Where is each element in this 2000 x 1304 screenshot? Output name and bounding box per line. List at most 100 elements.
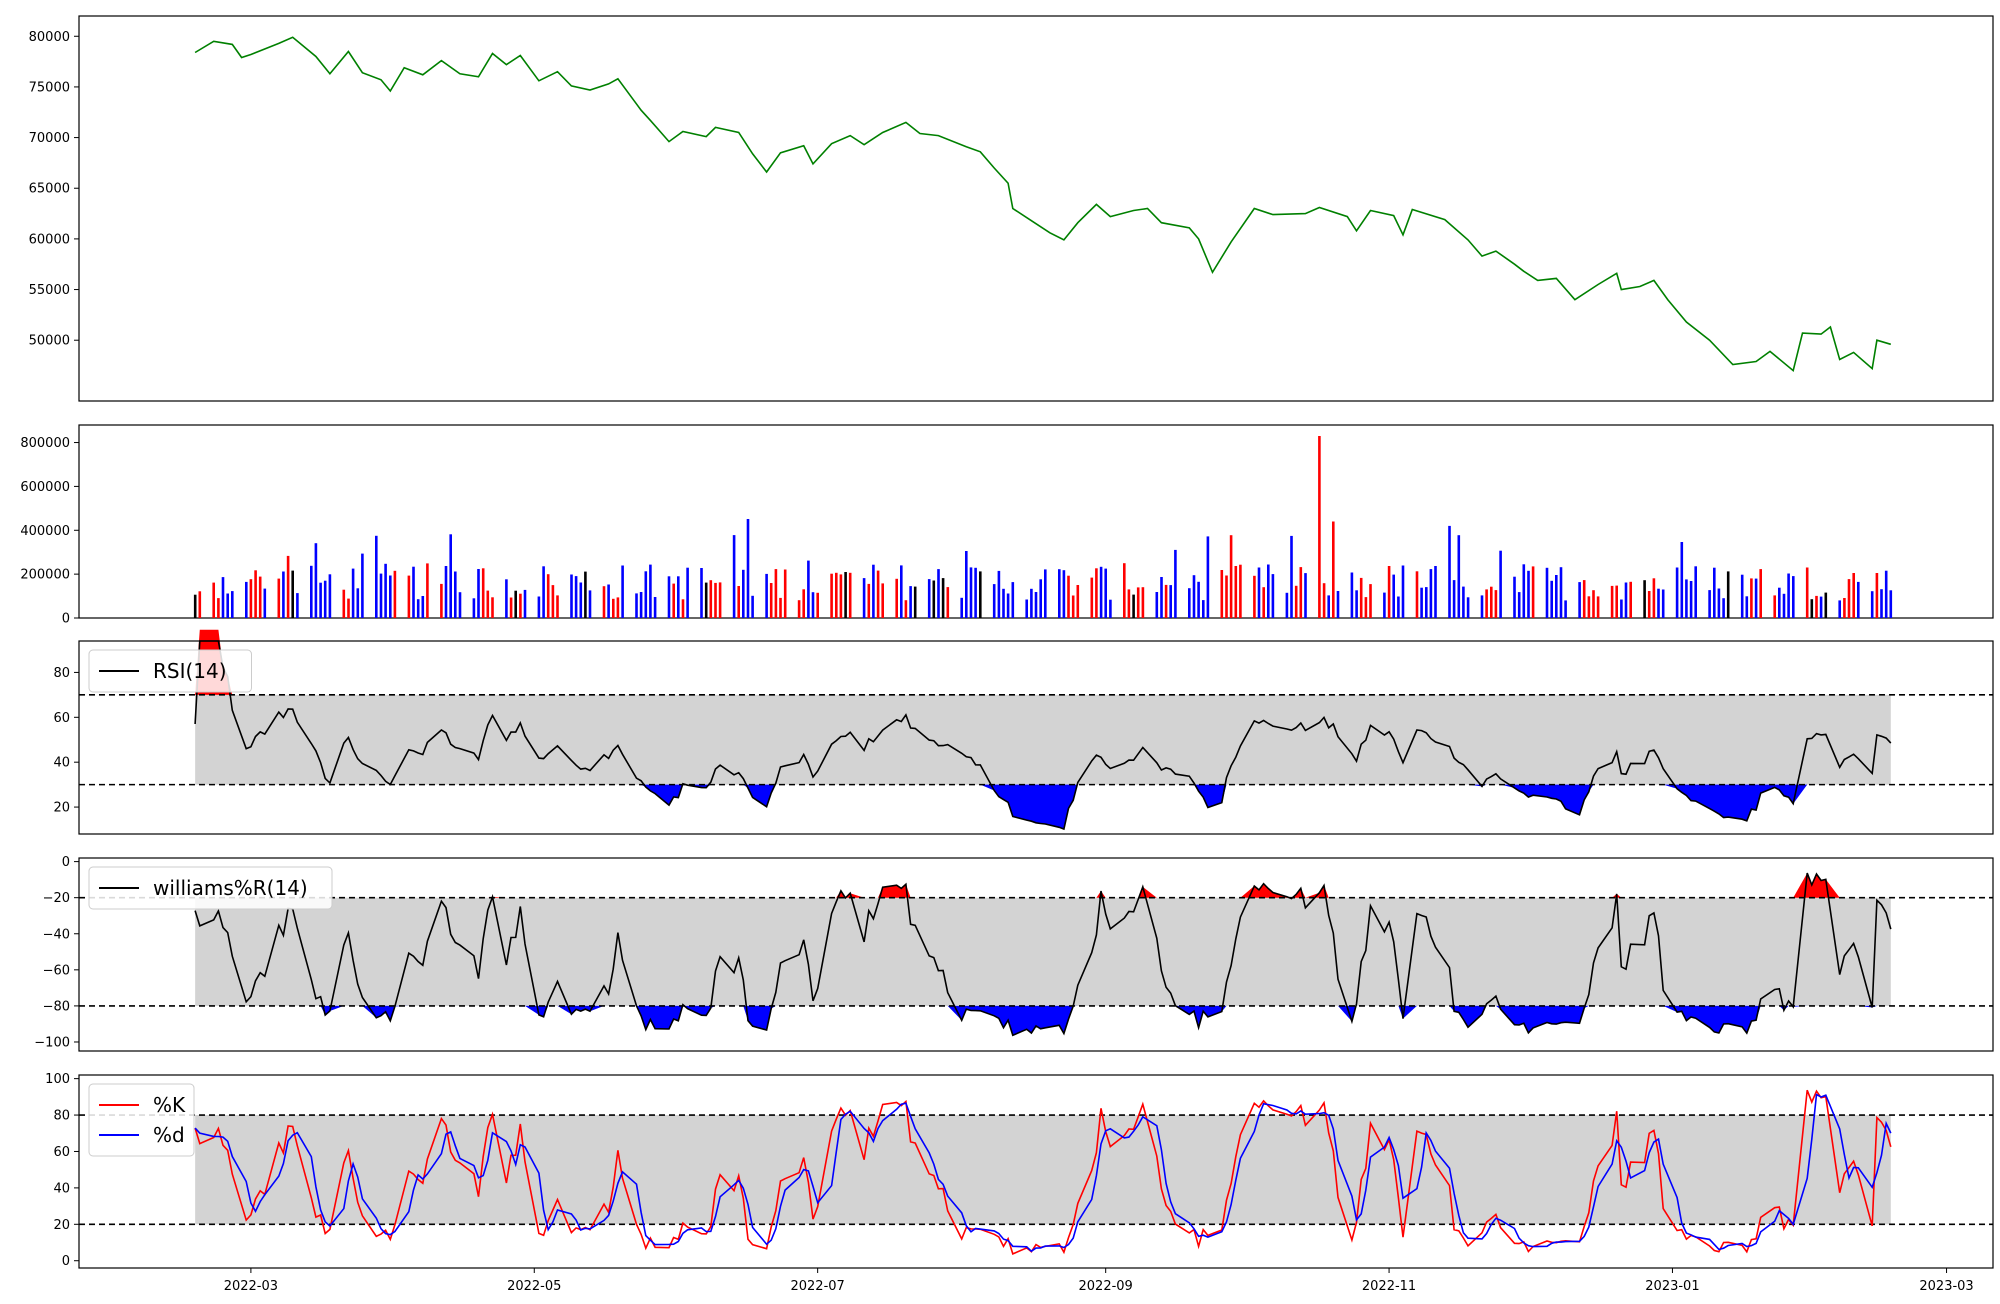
volume-bar [946,587,950,618]
volume-bar [1620,599,1623,618]
volume-bar [1090,577,1094,618]
volume-bar [514,590,517,618]
volume-bar [249,579,253,618]
volume-bar [1071,595,1075,618]
volume-bar [588,590,592,618]
volume-bar [718,582,722,618]
volume-bar [1466,597,1470,618]
volume-bar [449,534,452,618]
volume-bar [1457,535,1461,618]
volume-bar [486,590,490,618]
volume-bar [1327,595,1330,618]
volume-bar [1527,570,1530,618]
volume-bar [835,572,838,618]
y-tick-label: 0 [62,1254,70,1269]
volume-bar [681,599,685,618]
legend: williams%R(14) [88,866,333,910]
legend-label: %d [153,1123,185,1147]
volume-bar [1155,592,1159,618]
volume-bar [217,598,220,618]
volume-bar [807,560,810,618]
volume-bar [704,582,708,618]
legend-label: RSI(14) [153,659,227,683]
y-tick-label: 40 [53,1181,70,1196]
volume-bar [579,582,583,618]
indicator-line-1 [194,1093,1892,1253]
volume-bar [1253,575,1256,618]
panel-frame-4 [78,1074,1994,1269]
volume-bar [491,597,494,618]
volume-bar [635,593,638,618]
volume-bar [310,565,313,618]
volume-bar [900,565,903,618]
y-tick-label: 100 [45,1072,70,1087]
volume-bar [1257,567,1261,618]
volume-bar [1875,573,1879,618]
volume-bar [969,567,973,618]
volume-bars [193,436,1893,618]
volume-bar [1838,600,1841,618]
volume-bar [1174,549,1177,618]
volume-bar [1234,566,1238,618]
volume-bar [895,578,898,618]
volume-bar [709,580,713,618]
volume-bar [542,566,545,618]
volume-bar [1123,563,1126,618]
neutral-band [195,897,1891,1006]
volume-bar [1034,592,1038,618]
volume-bar [1058,569,1061,618]
x-tick-label: 2022-05 [507,1279,561,1294]
volume-bar [751,595,754,618]
volume-bar [1369,584,1372,618]
volume-bar [1805,567,1809,618]
volume-bar [881,583,884,618]
y-tick-label: 60 [53,711,70,726]
volume-bar [1675,567,1679,618]
volume-bar [1294,585,1298,618]
volume-bar [1485,589,1488,618]
volume-bar [1448,525,1451,618]
volume-bar [607,584,610,618]
volume-bar [1792,576,1795,618]
volume-bar [1239,564,1242,618]
volume-bar [505,579,508,618]
volume-bar [1657,588,1660,618]
volume-bar [328,574,332,618]
volume-bar [867,583,871,618]
volume-bar [1815,595,1818,618]
volume-bar [1522,564,1526,618]
volume-bar [1076,585,1080,618]
y-tick-label: 600000 [20,480,70,495]
volume-bar [742,569,745,618]
volume-bar [556,595,559,618]
volume-bar [621,565,624,618]
volume-bar [1685,579,1688,618]
volume-bar [407,575,411,618]
volume-bar [1596,596,1600,618]
volume-bar [937,569,940,618]
panel-frame-2 [78,640,1994,835]
volume-bar [1610,585,1614,618]
volume-bar [1262,587,1265,618]
neutral-band [195,1115,1891,1225]
volume-bar [1109,599,1112,618]
volume-bar [1884,570,1888,618]
y-tick-label: 40 [53,756,70,771]
volume-bar [1545,567,1549,618]
volume-bar [296,593,299,618]
volume-bar [686,567,689,618]
volume-bar [458,592,462,618]
volume-bar [1624,582,1628,618]
volume-bar [1202,600,1205,618]
volume-bar [913,586,917,618]
volume-bar [412,566,415,618]
volume-bar [1318,436,1321,618]
y-tick-label: 60000 [29,232,70,247]
volume-bar [839,574,843,618]
panel-frame-1 [78,424,1994,619]
volume-bar [384,563,387,618]
volume-bar [1267,564,1270,618]
volume-bar [1336,591,1340,618]
volume-bar [649,564,652,618]
volume-bar [1740,574,1744,618]
